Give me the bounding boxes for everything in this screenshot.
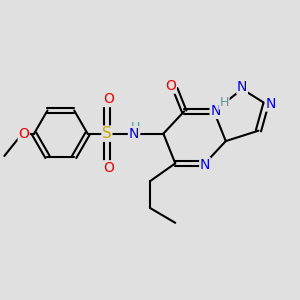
Text: N: N [210,104,220,118]
Text: S: S [102,126,112,141]
Text: O: O [165,79,176,93]
Text: O: O [18,127,29,141]
Text: N: N [128,127,139,141]
Text: H: H [220,96,229,109]
Text: O: O [103,161,114,175]
Text: N: N [265,97,276,111]
Text: N: N [200,158,210,172]
Text: H: H [130,121,140,134]
Text: N: N [237,80,247,94]
Text: O: O [103,92,114,106]
